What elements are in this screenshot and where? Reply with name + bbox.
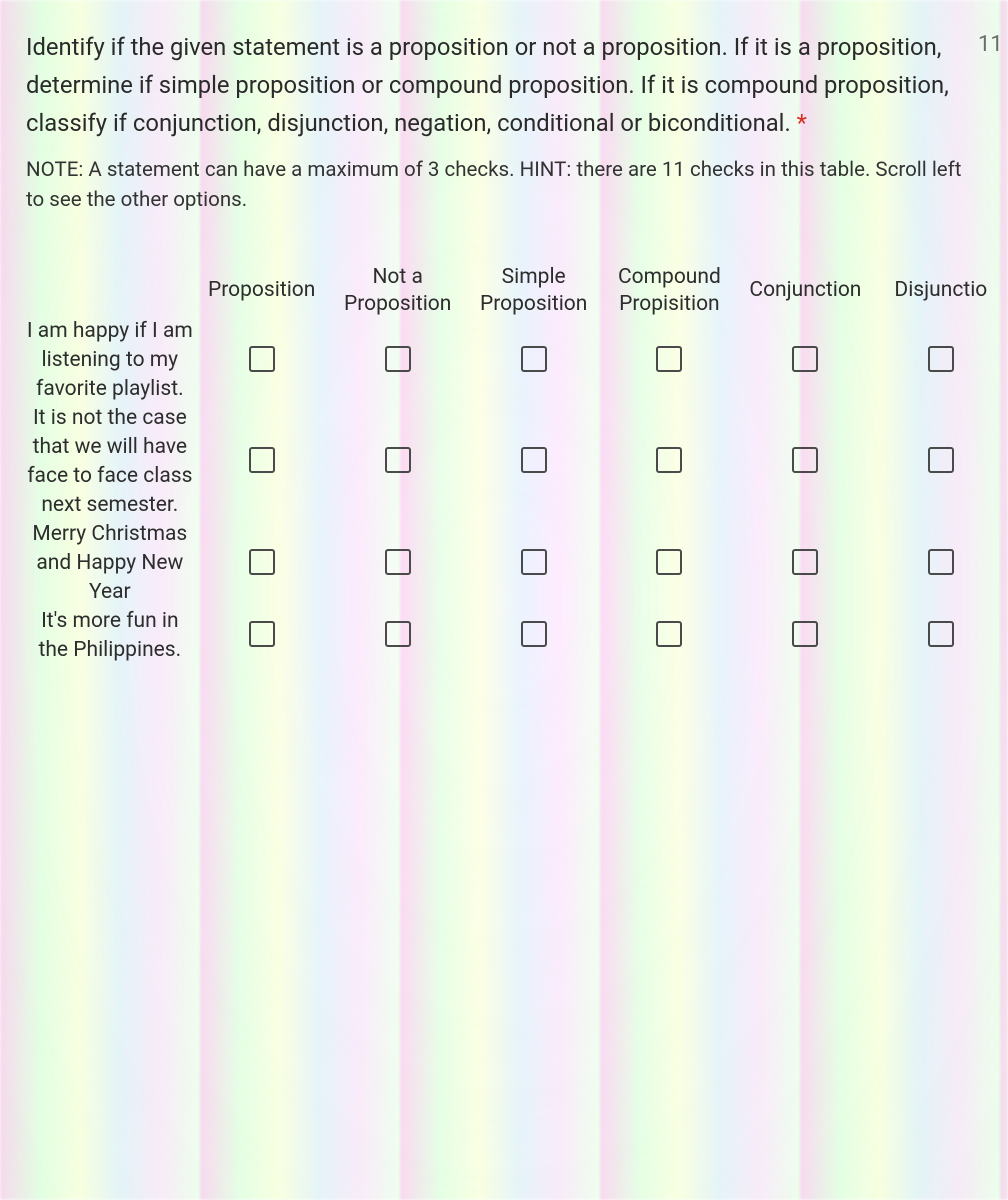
checkbox[interactable] [928,346,954,372]
checkbox[interactable] [792,346,818,372]
grid-cell [330,607,466,665]
column-header: Conjunction [737,264,874,318]
grid-row: It is not the case that we will have fac… [26,404,1008,520]
grid-cell [194,607,330,665]
grid-cell [330,520,466,607]
checkbox[interactable] [249,621,275,647]
checkbox[interactable] [521,549,547,575]
checkbox[interactable] [385,549,411,575]
question-note: NOTE: A statement can have a maximum of … [26,156,976,215]
checkbox[interactable] [521,447,547,473]
grid-row: I am happy if I am listening to my favor… [26,317,1008,404]
grid-cell [602,404,737,520]
checkbox[interactable] [928,549,954,575]
grid-cell [466,520,602,607]
checkbox[interactable] [928,447,954,473]
grid-row: Merry Christmas and Happy New Year [26,520,1008,607]
column-header: Proposition [194,264,330,318]
grid-cell [330,317,466,404]
checkbox[interactable] [249,447,275,473]
grid-cell [874,317,1008,404]
checkbox[interactable] [656,447,682,473]
row-statement: I am happy if I am listening to my favor… [26,317,194,404]
row-statement: It's more fun in the Philippines. [26,607,194,665]
question-title-text: Identify if the given statement is a pro… [26,33,949,137]
checkbox[interactable] [385,447,411,473]
grid-cell [602,317,737,404]
checkbox[interactable] [385,621,411,647]
grid-cell [874,520,1008,607]
checkbox[interactable] [792,549,818,575]
grid-cell [466,317,602,404]
grid-table: Proposition Not a Proposition Simple Pro… [26,264,1008,665]
checkbox[interactable] [928,621,954,647]
grid-cell [737,607,874,665]
column-header: Compound Propisition [602,264,737,318]
grid-cell [194,520,330,607]
grid-cell [737,520,874,607]
grid-cell [194,404,330,520]
checkbox[interactable] [249,549,275,575]
checkbox[interactable] [249,346,275,372]
checkbox[interactable] [656,549,682,575]
form-content: Identify if the given statement is a pro… [0,0,1008,665]
grid-cell [466,404,602,520]
checkbox[interactable] [521,346,547,372]
row-statement: Merry Christmas and Happy New Year [26,520,194,607]
grid-cell [194,317,330,404]
grid-cell [874,607,1008,665]
column-header: Disjunctio [874,264,1008,318]
column-header: Not a Proposition [330,264,466,318]
row-statement: It is not the case that we will have fac… [26,404,194,520]
checkbox-grid: Proposition Not a Proposition Simple Pro… [26,264,1008,665]
required-asterisk: * [797,109,807,137]
question-header: Identify if the given statement is a pro… [26,28,1008,142]
grid-cell [874,404,1008,520]
checkbox[interactable] [385,346,411,372]
points-label: 11 [978,32,1003,57]
checkbox[interactable] [521,621,547,647]
question-title: Identify if the given statement is a pro… [26,28,966,142]
checkbox[interactable] [792,621,818,647]
grid-cell [602,520,737,607]
checkbox[interactable] [792,447,818,473]
grid-row: It's more fun in the Philippines. [26,607,1008,665]
column-header: Simple Proposition [466,264,602,318]
checkbox[interactable] [656,346,682,372]
grid-cell [602,607,737,665]
grid-cell [737,404,874,520]
grid-cell [466,607,602,665]
grid-header-row: Proposition Not a Proposition Simple Pro… [26,264,1008,318]
grid-cell [330,404,466,520]
checkbox[interactable] [656,621,682,647]
grid-cell [737,317,874,404]
